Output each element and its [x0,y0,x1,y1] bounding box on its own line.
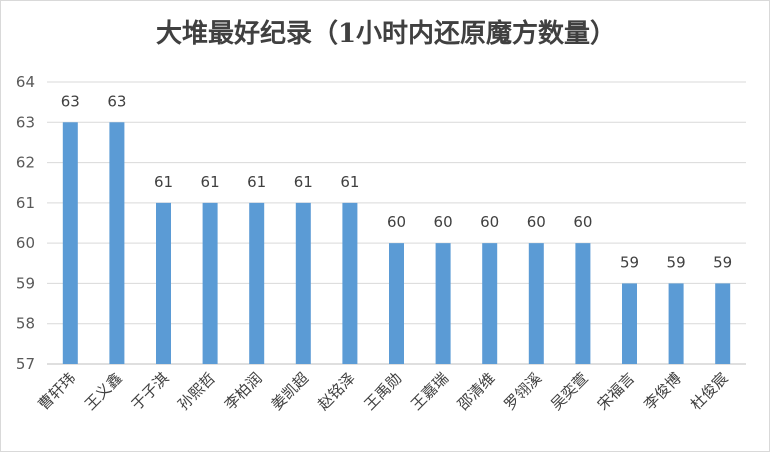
bar [528,243,544,364]
data-label: 61 [154,173,173,191]
data-label: 61 [201,173,220,191]
chart-title: 大堆最好纪录（1小时内还原魔方数量） [155,19,617,49]
x-tick-label: 孙熙哲 [174,369,219,414]
data-label: 61 [294,173,313,191]
x-tick-label: 王嘉瑞 [407,369,452,414]
bar [575,243,591,364]
data-label: 60 [434,213,453,231]
bar [156,202,171,364]
x-tick-label: 邵清维 [454,369,499,414]
x-tick-label: 宋福言 [594,369,639,414]
y-tick-label: 60 [16,234,35,252]
data-label: 61 [340,173,359,191]
x-tick-label: 李柏润 [221,369,266,414]
y-tick-label: 57 [16,355,35,373]
x-tick-label: 杜俊宸 [687,369,732,414]
data-label: 63 [61,92,80,110]
y-tick-label: 61 [16,194,35,212]
bar [482,243,498,364]
data-label: 61 [247,173,266,191]
x-tick-label: 王义鑫 [81,369,126,414]
data-label: 60 [480,213,499,231]
x-tick-label: 曹轩玮 [35,369,80,414]
x-tick-label: 吴奕萱 [547,369,592,414]
y-tick-label: 58 [16,315,35,333]
data-label: 60 [527,213,546,231]
bar [668,283,684,364]
bar [62,122,78,365]
bar [622,283,637,364]
bar [715,283,731,364]
bar [249,202,265,364]
bar [435,243,451,364]
x-tick-label: 李俊博 [640,369,685,414]
y-tick-label: 64 [16,73,35,91]
bar [389,243,404,364]
x-tick-label: 罗翎溪 [501,369,546,414]
x-tick-label: 王禹勋 [361,369,406,414]
bar [295,202,311,364]
y-tick-label: 59 [16,274,35,292]
data-label: 59 [667,253,686,271]
data-label: 60 [387,213,406,231]
bar [202,202,218,364]
bar [342,202,358,364]
x-tick-label: 姜凯超 [268,369,313,414]
x-tick-label: 赵铭泽 [314,369,359,414]
data-label: 59 [620,253,639,271]
data-label: 60 [573,213,592,231]
y-tick-label: 63 [16,113,35,131]
x-tick-label: 于子淇 [128,369,173,414]
y-tick-label: 62 [16,154,35,172]
data-label: 59 [713,253,732,271]
data-label: 63 [107,92,126,110]
bar [109,122,125,365]
